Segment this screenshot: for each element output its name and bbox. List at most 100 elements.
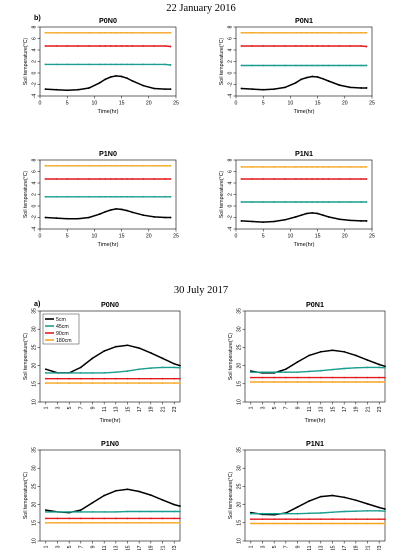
- data-point: [173, 510, 176, 513]
- y-tick-label: 20: [237, 363, 243, 369]
- data-point: [149, 377, 152, 380]
- x-tick-label: 20: [146, 234, 152, 240]
- x-tick-label: 0: [235, 234, 238, 240]
- y-tick-label: 15: [237, 520, 243, 526]
- x-tick-label: 15: [315, 234, 321, 240]
- y-tick-label: 2: [228, 60, 234, 63]
- data-point: [109, 31, 112, 34]
- x-tick-label: 21: [365, 406, 371, 412]
- data-point: [161, 521, 164, 524]
- x-tick-label: 19: [149, 545, 155, 550]
- x-tick-label: 3: [55, 545, 61, 548]
- data-point: [354, 381, 357, 383]
- data-point: [169, 45, 172, 48]
- data-point: [360, 87, 363, 89]
- data-point: [103, 382, 106, 384]
- y-tick-label: 25: [237, 483, 243, 489]
- data-point: [77, 164, 79, 167]
- x-tick-label: 5: [272, 545, 278, 548]
- data-point: [300, 166, 303, 168]
- data-point: [322, 45, 324, 47]
- data-point: [126, 77, 128, 80]
- data-point: [179, 517, 181, 520]
- data-point: [79, 509, 82, 511]
- y-tick-label: 30: [32, 326, 38, 332]
- data-point: [66, 45, 69, 47]
- y-tick-label: 6: [32, 37, 38, 40]
- data-point: [338, 31, 341, 34]
- data-point: [79, 366, 82, 369]
- data-point: [284, 178, 286, 180]
- data-point: [169, 31, 172, 34]
- data-point: [319, 518, 322, 521]
- data-point: [284, 45, 286, 47]
- panel-title: P1N0: [99, 149, 117, 158]
- data-point: [261, 512, 264, 515]
- data-point: [115, 195, 118, 198]
- chart-panel-7: P1N11357911131517192123Time(hr)101520253…: [228, 439, 386, 550]
- x-tick-label: 20: [342, 101, 348, 107]
- data-point: [56, 382, 59, 384]
- x-tick-label: 0: [39, 234, 42, 240]
- data-point: [120, 63, 123, 66]
- data-point: [131, 31, 134, 34]
- data-point: [55, 164, 58, 167]
- y-tick-label: 15: [237, 381, 243, 387]
- data-point: [98, 164, 101, 167]
- data-point: [305, 76, 308, 79]
- data-point: [327, 166, 330, 168]
- data-point: [296, 512, 299, 515]
- data-point: [179, 521, 181, 524]
- data-point: [366, 509, 369, 512]
- x-tick-label: 5: [66, 234, 69, 240]
- series-line: [250, 349, 386, 374]
- x-axis-label: Time(hr): [305, 418, 326, 424]
- data-point: [161, 377, 164, 380]
- x-tick-label: 15: [330, 545, 336, 550]
- data-point: [114, 377, 117, 380]
- data-point: [126, 510, 129, 513]
- x-tick-label: 11: [307, 406, 313, 411]
- x-tick-label: 10: [288, 234, 294, 240]
- data-point: [115, 178, 118, 180]
- data-point: [138, 368, 141, 371]
- data-point: [126, 517, 129, 520]
- data-point: [311, 31, 314, 34]
- data-point: [319, 350, 322, 353]
- data-point: [161, 498, 164, 501]
- data-point: [142, 63, 145, 66]
- data-point: [66, 63, 69, 66]
- data-point: [331, 494, 334, 497]
- panel-title: P0N1: [295, 16, 313, 25]
- x-tick-label: 15: [119, 234, 125, 240]
- data-point: [284, 512, 287, 515]
- y-tick-label: 20: [32, 363, 38, 369]
- data-point: [103, 494, 106, 497]
- series-line: [241, 75, 367, 91]
- y-tick-label: -4: [228, 227, 234, 232]
- series-line: [250, 494, 386, 516]
- data-point: [284, 371, 287, 374]
- y-tick-label: 8: [228, 158, 234, 161]
- data-point: [179, 505, 181, 507]
- data-point: [91, 501, 94, 504]
- data-point: [173, 382, 176, 384]
- data-point: [384, 365, 386, 368]
- data-point: [300, 31, 303, 34]
- data-point: [273, 178, 275, 180]
- data-point: [104, 195, 107, 198]
- y-tick-label: -4: [32, 227, 38, 232]
- data-point: [284, 201, 286, 203]
- data-point: [126, 377, 129, 380]
- data-point: [331, 511, 334, 514]
- data-point: [149, 351, 152, 354]
- y-axis-label: Soil temperature(°C): [219, 38, 225, 86]
- data-point: [262, 64, 265, 67]
- data-point: [251, 166, 254, 168]
- x-tick-label: 13: [319, 406, 325, 412]
- data-point: [126, 488, 129, 491]
- data-point: [284, 518, 287, 521]
- x-axis-label: Time(hr): [98, 109, 119, 115]
- data-point: [98, 178, 101, 180]
